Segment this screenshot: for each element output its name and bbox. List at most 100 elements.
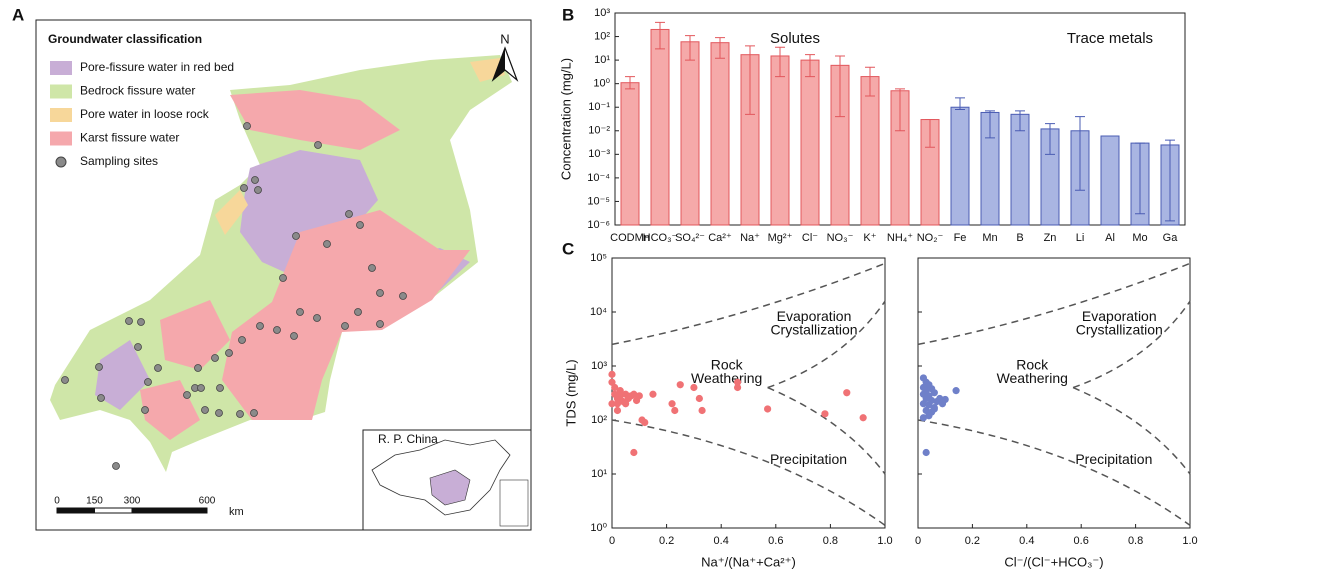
bar bbox=[770, 55, 790, 226]
error-bar bbox=[895, 88, 905, 132]
x-tick-label: 1.0 bbox=[1182, 535, 1197, 547]
y-tick-label: 10³ bbox=[591, 360, 607, 372]
x-tick-label: CODMn bbox=[610, 232, 650, 244]
scale-label: 300 bbox=[124, 496, 141, 507]
error-bar bbox=[865, 66, 875, 97]
region-karst bbox=[160, 300, 230, 370]
annotation: Precipitation bbox=[770, 451, 847, 467]
y-tick-label: 10⁴ bbox=[590, 306, 607, 318]
point bbox=[613, 406, 622, 415]
bar bbox=[1100, 135, 1120, 226]
series-label: Trace metals bbox=[1067, 30, 1153, 47]
x-tick-label: Ca²⁺ bbox=[708, 232, 732, 244]
x-tick-label: B bbox=[1016, 232, 1023, 244]
boundary-curve bbox=[917, 419, 1191, 526]
point bbox=[608, 400, 616, 408]
point bbox=[821, 410, 829, 418]
x-tick-label: K⁺ bbox=[863, 232, 876, 244]
legend-dot bbox=[55, 156, 67, 168]
x-tick-label: 0.2 bbox=[965, 535, 980, 547]
annotation: Rock bbox=[711, 357, 744, 373]
y-tick-label: 10⁻⁵ bbox=[587, 195, 610, 207]
error-bar bbox=[655, 21, 665, 50]
point bbox=[671, 406, 679, 415]
annotation: Crystallization bbox=[1076, 322, 1163, 338]
point bbox=[630, 390, 638, 398]
error-bar bbox=[685, 35, 695, 61]
boundary-curve bbox=[767, 386, 886, 475]
x-tick-label: NO₂⁻ bbox=[917, 232, 944, 244]
bar bbox=[800, 59, 820, 226]
error-bar bbox=[1165, 139, 1175, 222]
x-tick-label: 0.6 bbox=[1074, 535, 1089, 547]
error-bar bbox=[745, 45, 755, 115]
x-tick-label: 0.6 bbox=[768, 535, 783, 547]
x-tick-label: HCO₃⁻ bbox=[643, 232, 678, 244]
error-bar bbox=[1045, 123, 1055, 155]
point bbox=[938, 400, 947, 408]
x-tick-label: NH₄⁺ bbox=[887, 232, 913, 244]
scale-label: 150 bbox=[86, 496, 103, 507]
legend-swatch bbox=[50, 108, 72, 122]
x-tick-label: Cl⁻ bbox=[802, 232, 818, 244]
y-tick-label: 10⁻³ bbox=[588, 148, 610, 160]
bar bbox=[650, 28, 670, 226]
x-tick-label: 0 bbox=[609, 535, 615, 547]
x-tick-label: SO₄²⁻ bbox=[675, 232, 705, 244]
y-tick-label: 10² bbox=[591, 414, 607, 426]
x-tick-label: 0.8 bbox=[823, 535, 838, 547]
x-tick-label: 0.4 bbox=[1019, 535, 1034, 547]
error-bar bbox=[805, 54, 815, 78]
point bbox=[630, 448, 638, 457]
y-tick-label: 10⁵ bbox=[590, 252, 607, 264]
scale-label: 0 bbox=[54, 496, 60, 507]
point bbox=[919, 400, 928, 408]
annotation: Precipitation bbox=[1075, 451, 1152, 467]
x-tick-label: Mn bbox=[982, 232, 997, 244]
point bbox=[635, 392, 643, 400]
x-tick-label: 1.0 bbox=[877, 535, 892, 547]
north-label: N bbox=[500, 31, 509, 46]
y-tick-label: 10⁻² bbox=[588, 125, 610, 137]
point bbox=[952, 387, 960, 395]
boundary-curve bbox=[767, 300, 886, 389]
point bbox=[919, 414, 928, 422]
point bbox=[616, 387, 624, 395]
point bbox=[733, 383, 742, 392]
x-tick-label: Al bbox=[1105, 232, 1115, 244]
point bbox=[925, 412, 933, 420]
point bbox=[668, 400, 676, 408]
region-red-bed bbox=[95, 340, 150, 410]
bar bbox=[860, 76, 880, 226]
annotation: Rock bbox=[1016, 357, 1049, 373]
x-tick-label: Li bbox=[1076, 232, 1085, 244]
point bbox=[611, 383, 619, 392]
error-bar bbox=[835, 55, 845, 118]
x-axis-label: Na⁺/(Na⁺+Ca²⁺) bbox=[701, 554, 796, 569]
point bbox=[676, 381, 684, 389]
x-tick-label: NO₃⁻ bbox=[827, 232, 854, 244]
region-loose-rock bbox=[215, 190, 248, 235]
scale-segment bbox=[56, 507, 95, 514]
legend-title: Groundwater classification bbox=[48, 32, 202, 46]
error-bar bbox=[715, 37, 725, 59]
y-tick-label: 10³ bbox=[594, 7, 610, 19]
x-tick-label: Mg²⁺ bbox=[768, 232, 793, 244]
north-arrow bbox=[491, 46, 519, 82]
boundary-curve bbox=[1072, 386, 1191, 475]
legend-label: Sampling sites bbox=[80, 154, 158, 168]
point bbox=[859, 414, 867, 422]
legend-label: Pore-fissure water in red bed bbox=[80, 60, 234, 74]
panel-label: B bbox=[562, 5, 574, 24]
x-tick-label: Fe bbox=[954, 232, 967, 244]
point bbox=[843, 389, 851, 397]
y-axis-label: Concentration (mg/L) bbox=[558, 58, 573, 180]
point bbox=[622, 400, 630, 408]
legend-swatch bbox=[50, 61, 72, 75]
x-axis-label: Cl⁻/(Cl⁻+HCO₃⁻) bbox=[1004, 554, 1103, 569]
inset-label: R. P. China bbox=[378, 432, 438, 446]
error-bar bbox=[625, 76, 635, 90]
x-tick-label: 0.2 bbox=[659, 535, 674, 547]
y-tick-label: 10⁻⁴ bbox=[587, 172, 610, 184]
